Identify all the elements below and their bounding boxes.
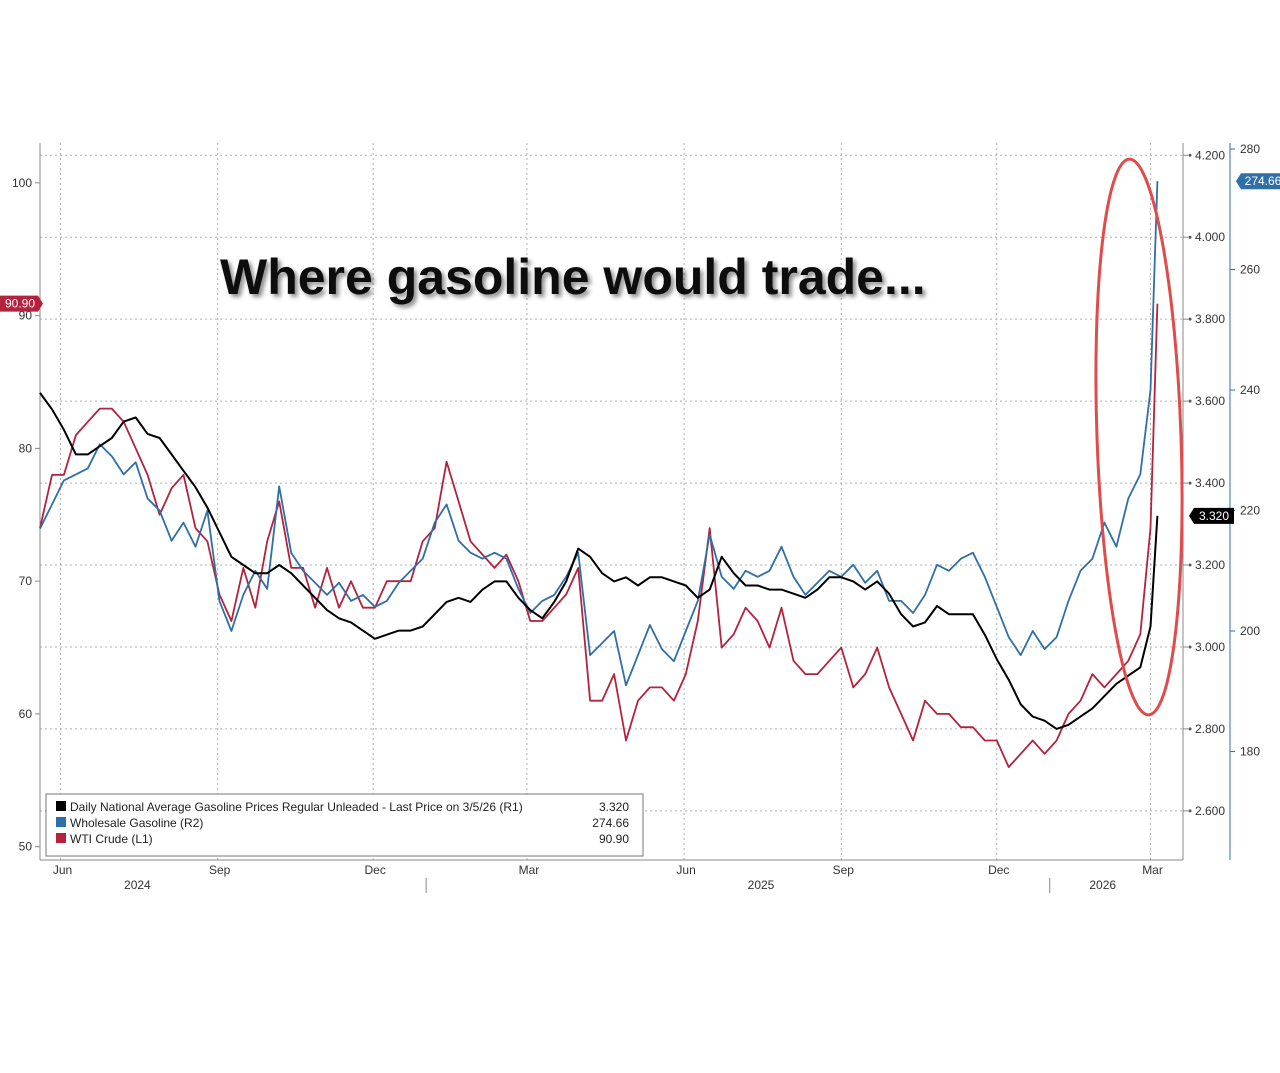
wholesale-gasoline-line — [39, 181, 1159, 687]
x-axis-month-label: Mar — [1142, 863, 1163, 877]
legend-swatch — [56, 801, 66, 811]
right-axis-r2-tick-label: 280 — [1240, 142, 1260, 156]
last-value-tags: 90.90 3.320 274.66 — [0, 173, 1280, 524]
x-axis-month-label: Sep — [209, 863, 231, 877]
legend-box — [45, 793, 644, 857]
right-axis-r1-tick-label: 2.800 — [1195, 722, 1225, 736]
x-axis-month-label: Jun — [53, 863, 72, 877]
x-axis-year-label: 2024 — [124, 878, 151, 892]
legend-swatch — [56, 833, 66, 843]
right-axis-r1-tick-dot — [1188, 235, 1192, 239]
x-axis-year-label: 2025 — [748, 878, 775, 892]
legend-swatch — [56, 817, 66, 827]
legend: Daily National Average Gasoline Prices R… — [45, 793, 644, 857]
right-axis-r1-tick-label: 3.400 — [1195, 476, 1225, 490]
right-axis-r1-tick-dot — [1188, 809, 1192, 813]
last-value-tag-text: 274.66 — [1245, 174, 1280, 188]
right-axis-r2-tick-label: 240 — [1240, 383, 1260, 397]
right-axis-r1-tick-label: 3.600 — [1195, 394, 1225, 408]
left-axis-tick-label: 60 — [19, 707, 33, 721]
left-axis-tick-label: 80 — [19, 441, 33, 455]
highlight-ellipse — [1094, 157, 1184, 717]
x-axis-month-label: Dec — [364, 863, 385, 877]
right-axis-r1-tick-dot — [1188, 399, 1192, 403]
chart-annotation: Where gasoline would trade... — [220, 249, 926, 305]
retail-gasoline-line — [39, 392, 1159, 730]
right-axis-r1-tick-dot — [1188, 317, 1192, 321]
left-axis-tick-label: 100 — [12, 176, 32, 190]
right-axis-r2-tick-label: 180 — [1240, 745, 1260, 759]
right-axis-r1-tick-label: 4.000 — [1195, 230, 1225, 244]
legend-value: 274.66 — [592, 816, 629, 830]
right-axis-r1-tick-label: 4.200 — [1195, 148, 1225, 162]
legend-value: 90.90 — [599, 832, 629, 846]
last-value-tag-r1: 3.320 — [1189, 507, 1234, 524]
legend-label: Daily National Average Gasoline Prices R… — [70, 800, 523, 814]
right-axis-r1-tick-label: 2.600 — [1195, 804, 1225, 818]
x-axis-year-label: 2026 — [1089, 878, 1116, 892]
legend-label: Wholesale Gasoline (R2) — [70, 816, 203, 830]
right-axis-r1-tick-label: 3.200 — [1195, 558, 1225, 572]
right-axis-r1-tick-dot — [1188, 645, 1192, 649]
right-axis-r1-tick-dot — [1188, 481, 1192, 485]
left-axis-tick-label: 90 — [19, 309, 33, 323]
wti-crude-line — [39, 303, 1159, 768]
left-axis-tick-label: 70 — [19, 574, 33, 588]
right-axis-r1-tick-dot — [1188, 153, 1192, 157]
right-axis-r1-tick-label: 3.800 — [1195, 312, 1225, 326]
axes: 50 60 70 80 90 100 2.600 2.800 3.000 3.200 3.400 3.… — [12, 142, 1260, 893]
legend-value: 3.320 — [599, 800, 629, 814]
right-axis-r1-tick-label: 3.000 — [1195, 640, 1225, 654]
right-axis-r1-tick-dot — [1188, 727, 1192, 731]
last-value-tag-r2: 274.66 — [1236, 173, 1280, 190]
right-axis-r2-tick-label: 260 — [1240, 263, 1260, 277]
x-axis-month-label: Sep — [833, 863, 855, 877]
left-axis-tick-label: 50 — [19, 840, 33, 854]
right-axis-r1-tick-dot — [1188, 563, 1192, 567]
gridlines — [40, 143, 1183, 860]
right-axis-r2-tick-label: 200 — [1240, 624, 1260, 638]
last-value-tag-l1: 90.90 — [0, 295, 43, 312]
x-axis-month-label: Dec — [988, 863, 1009, 877]
right-axis-r2-tick-label: 220 — [1240, 504, 1260, 518]
last-value-tag-text: 3.320 — [1199, 509, 1229, 523]
x-axis-month-label: Jun — [676, 863, 695, 877]
legend-label: WTI Crude (L1) — [70, 832, 153, 846]
series-lines — [39, 181, 1159, 768]
last-value-tag-text: 90.90 — [5, 297, 35, 311]
x-axis-month-label: Mar — [519, 863, 540, 877]
